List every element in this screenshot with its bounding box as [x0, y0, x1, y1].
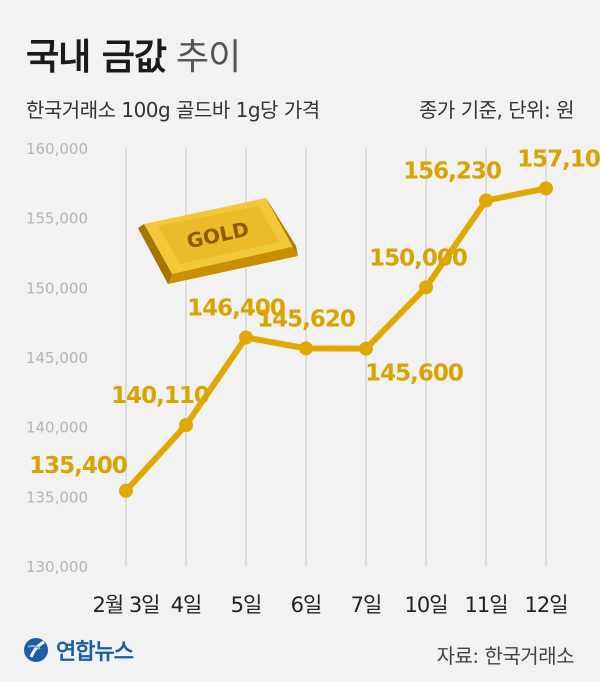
series-layer [119, 181, 553, 498]
y-tick-label: 160,000 [26, 140, 88, 158]
source-note: 자료: 한국거래소 [436, 644, 575, 668]
unit-note: 종가 기준, 단위: 원 [419, 98, 574, 122]
x-tick-label: 11일 [464, 593, 507, 617]
data-label: 150,000 [369, 245, 467, 271]
gold-bar-illustration: GOLD [138, 198, 298, 284]
y-tick-label: 140,000 [26, 419, 88, 437]
data-point [179, 418, 193, 433]
data-point [119, 483, 133, 498]
y-tick-label: 130,000 [26, 558, 88, 576]
y-tick-label: 150,000 [26, 279, 88, 297]
data-point [239, 330, 253, 345]
data-label: 157,100 [517, 146, 600, 172]
data-point [479, 193, 493, 208]
grid-layer [125, 148, 547, 566]
data-label: 156,230 [403, 159, 501, 185]
x-tick-label: 2월 3일 [92, 593, 159, 617]
chart-title: 국내 금값 추이 [26, 28, 241, 80]
data-label: 140,110 [111, 383, 209, 409]
series-line [123, 185, 549, 494]
data-label: 145,600 [365, 361, 463, 387]
data-point [299, 341, 313, 356]
x-tick-label: 12일 [524, 593, 567, 617]
data-point [359, 341, 373, 356]
data-label: 145,620 [257, 306, 355, 332]
y-tick-label: 135,000 [26, 488, 88, 506]
data-point [539, 181, 553, 196]
data-label: 146,400 [187, 295, 285, 321]
yonhap-globe-icon [24, 638, 48, 662]
title-bold: 국내 금값 [26, 37, 167, 78]
yonhap-logo: 연합뉴스 [22, 634, 134, 666]
x-tick-label: 4일 [171, 593, 202, 617]
x-tick-label: 7일 [351, 593, 382, 617]
data-point [419, 280, 433, 295]
y-tick-label: 155,000 [26, 210, 88, 228]
brand-name: 연합뉴스 [56, 640, 134, 665]
y-axis: 130,000 135,000 140,000 145,000 150,000 155,0… [26, 140, 88, 576]
x-tick-label: 5일 [231, 593, 262, 617]
x-tick-label: 10일 [404, 593, 447, 617]
x-axis: 2월 3일 4일 5일 6일 7일 10일 11일 12일 [92, 593, 568, 617]
x-tick-label: 6일 [291, 593, 322, 617]
data-label: 135,400 [29, 453, 127, 479]
y-tick-label: 145,000 [26, 349, 88, 367]
title-light: 추이 [176, 37, 241, 78]
chart-subtitle: 한국거래소 100g 골드바 1g당 가격 [26, 98, 320, 122]
